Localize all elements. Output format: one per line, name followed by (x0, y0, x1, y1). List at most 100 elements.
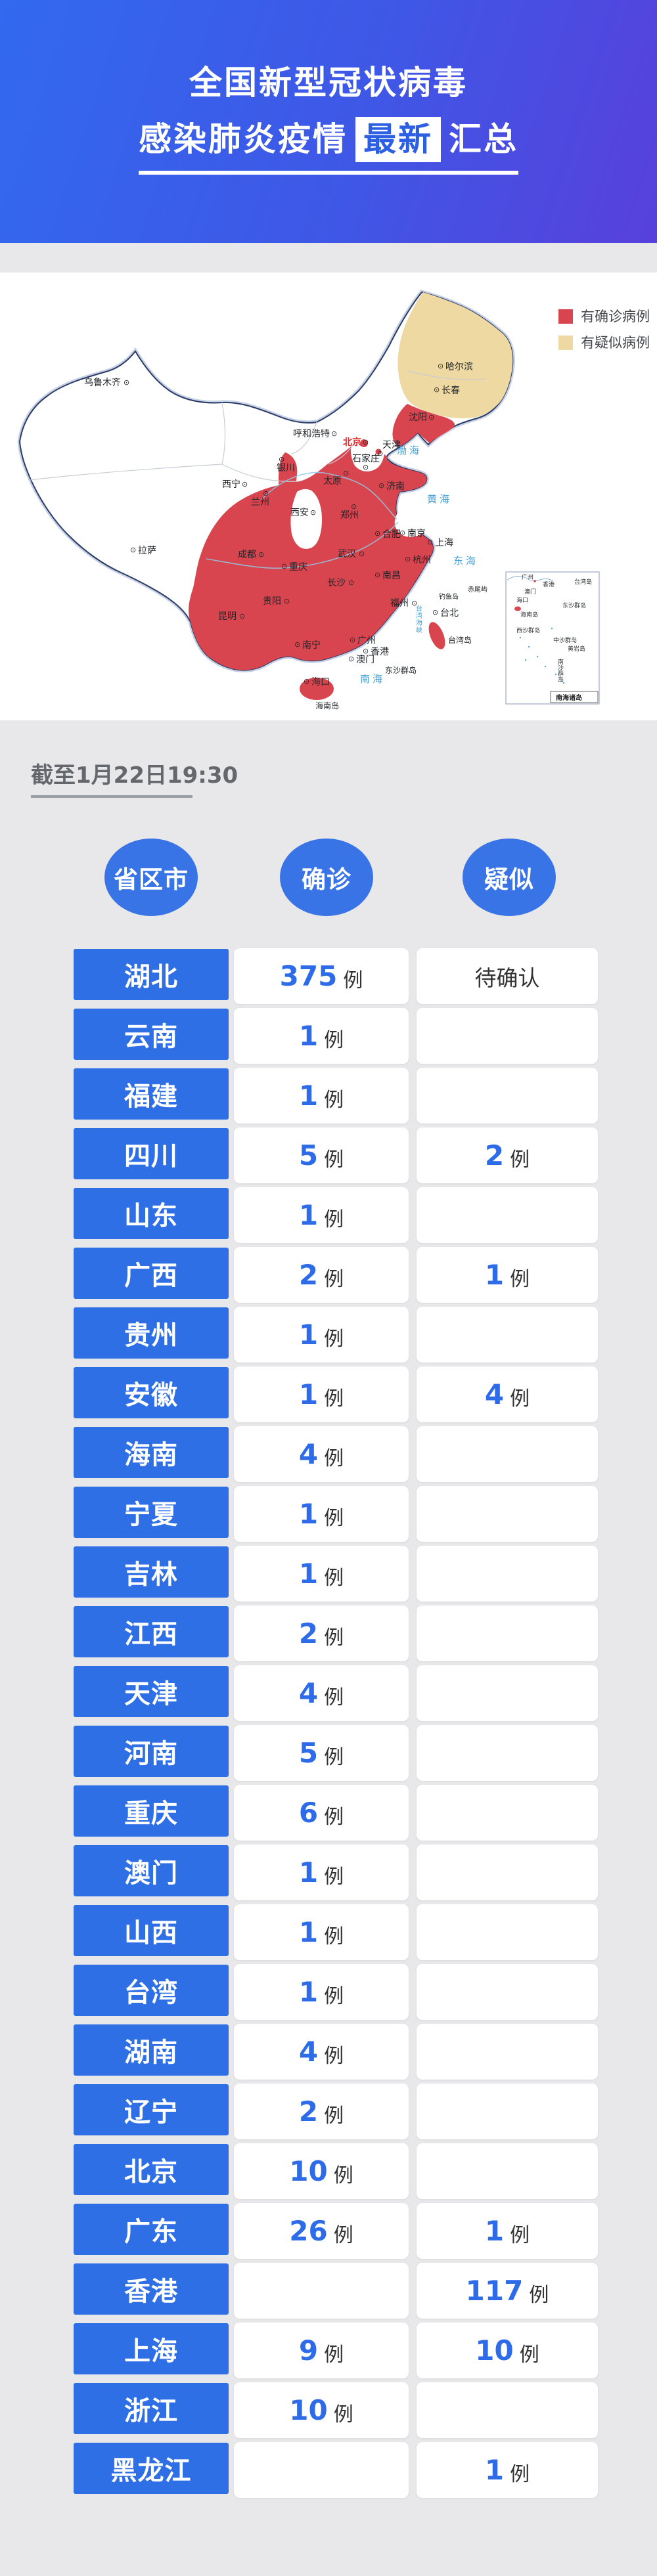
city-jinan: 济南 (386, 481, 405, 492)
city-hangzhou: 杭州 (413, 555, 431, 565)
city-nanchang: 南昌 (382, 571, 401, 581)
table-row: 湖北 375 例 待确认 (0, 948, 657, 1004)
legend-confirmed-label: 有确诊病例 (581, 309, 650, 324)
province-label: 湖南 (74, 2024, 229, 2076)
region-confirmed-mass (189, 445, 434, 670)
sea-label-south-sea: 南海 (360, 673, 385, 685)
province-label: 贵州 (74, 1307, 229, 1359)
sea-label-east-sea: 东海 (453, 555, 478, 567)
province-label: 安徽 (74, 1367, 229, 1418)
page-title-line2-wrap: 感染肺炎疫情 最新 汇总 (0, 117, 657, 175)
city-guiyang: 贵阳 (263, 596, 281, 607)
suspected-cell (417, 1187, 598, 1243)
suspected-cell (417, 1785, 598, 1841)
island-label-dongsha: 东沙群岛 (385, 665, 417, 675)
suspected-cell (417, 1426, 598, 1482)
svg-text:⊙: ⊙ (363, 438, 369, 447)
svg-text:⊙: ⊙ (432, 608, 438, 617)
confirmed-cell: 26 例 (234, 2203, 409, 2259)
island-label-hainan: 海南岛 (315, 701, 339, 710)
sea-label-taiwan-strait: 台湾海峡 (415, 604, 422, 634)
sea-label-bohai: 渤海 (397, 445, 422, 456)
svg-text:⊙: ⊙ (363, 463, 369, 471)
svg-text:⊙: ⊙ (263, 489, 269, 498)
title-line2-suffix: 汇总 (449, 120, 518, 158)
suspected-cell (417, 1068, 598, 1124)
svg-text:西沙群岛: 西沙群岛 (516, 626, 540, 634)
page-title-line1: 全国新型冠状病毒 (189, 64, 468, 102)
svg-text:⊙: ⊙ (374, 529, 380, 538)
city-nanning: 南宁 (302, 640, 321, 651)
province-label: 北京 (74, 2144, 229, 2195)
svg-text:⊙: ⊙ (124, 378, 129, 387)
map-city-labels: 乌鲁木齐 ⊙ ⊙ 哈尔滨 ⊙ 长春 沈阳 ⊙ 呼和浩特 ⊙ 北京 ⊙ 天津⊙ 石家庄⊙ 太原… (84, 362, 473, 688)
city-chongqing: 重庆 (289, 562, 307, 573)
province-label: 黑龙江 (74, 2443, 229, 2494)
city-changchun: 长春 (442, 385, 460, 396)
province-label: 广东 (74, 2204, 229, 2255)
city-urumqi: 乌鲁木齐 (84, 378, 121, 388)
province-label: 江西 (74, 1606, 229, 1657)
province-label: 河南 (74, 1726, 229, 1777)
city-shenyang: 沈阳 (409, 412, 427, 423)
province-label: 山西 (74, 1905, 229, 1956)
svg-text:黄岩岛: 黄岩岛 (568, 645, 585, 653)
suspected-cell (417, 1307, 598, 1363)
province-label: 广西 (74, 1248, 229, 1299)
province-label: 浙江 (74, 2383, 229, 2434)
city-shanghai: 上海 (435, 538, 453, 548)
suspected-cell (417, 1845, 598, 1900)
province-label: 湖北 (74, 949, 229, 1000)
suspected-cell (417, 1665, 598, 1721)
suspected-cell (417, 1486, 598, 1542)
region-hainan-island (300, 678, 334, 700)
region-taiwan-island (428, 622, 445, 649)
region-liaoning (392, 404, 455, 447)
province-label: 上海 (74, 2323, 229, 2374)
svg-text:广州: 广州 (522, 573, 533, 581)
south-china-sea-inset: 广州 香港 澳门 海口 海南岛 台湾岛 东沙群岛 西沙群岛 中沙群岛 黄岩岛 南… (505, 571, 600, 705)
inset-title-box (550, 691, 599, 703)
border-kunlun (30, 464, 223, 481)
confirmed-cell: 375 例 (234, 948, 409, 1004)
region-shaanxi-white (290, 489, 322, 549)
svg-text:香港: 香港 (543, 580, 555, 588)
svg-text:⊙: ⊙ (242, 480, 248, 489)
region-beijing-dot (360, 439, 368, 447)
province-label: 吉林 (74, 1546, 229, 1598)
svg-text:南沙群岛: 南沙群岛 (556, 658, 564, 683)
city-tianjin: 天津 (382, 440, 401, 450)
province-label: 台湾 (74, 1965, 229, 2016)
province-label: 四川 (74, 1128, 229, 1179)
svg-text:澳门: 澳门 (524, 588, 536, 596)
province-label: 云南 (74, 1009, 229, 1060)
svg-text:⊙: ⊙ (304, 677, 309, 686)
city-xining: 西宁 (222, 479, 240, 490)
sea-label-yellow-sea: 黄海 (427, 493, 452, 505)
confirmed-cell: 10 例 (234, 2143, 409, 2199)
city-wuhan: 武汉 (338, 549, 356, 559)
svg-text:⊙: ⊙ (438, 362, 443, 370)
city-harbin: 哈尔滨 (445, 362, 473, 372)
